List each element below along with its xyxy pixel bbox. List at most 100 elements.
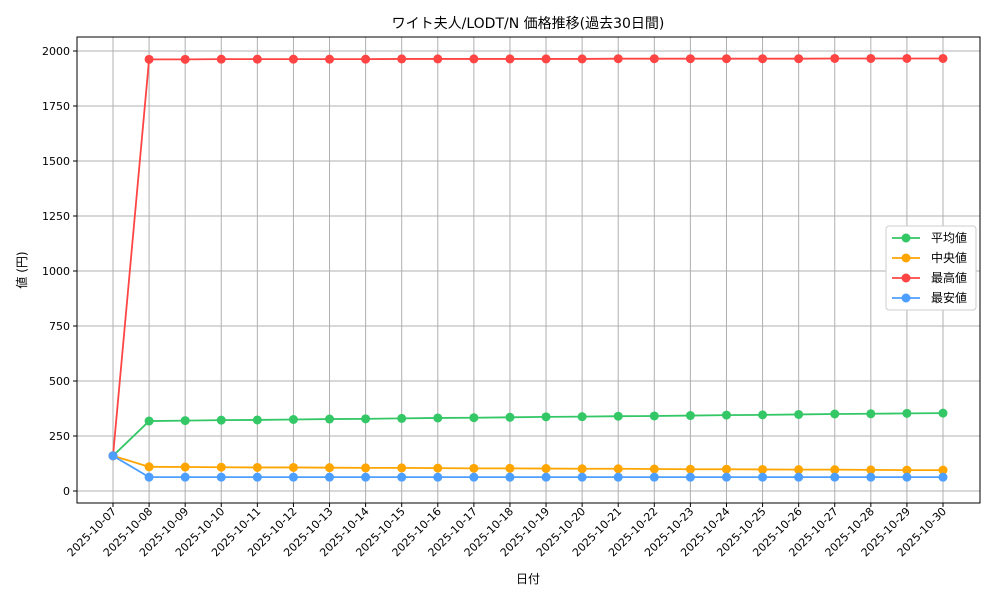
data-point xyxy=(180,416,190,426)
data-point xyxy=(541,54,551,64)
data-point xyxy=(505,54,515,64)
legend-marker xyxy=(901,273,911,283)
data-point xyxy=(144,416,154,426)
y-tick-label: 0 xyxy=(63,485,70,498)
data-point xyxy=(288,415,298,424)
data-point xyxy=(505,463,515,473)
data-point xyxy=(577,54,587,64)
data-point xyxy=(577,412,587,422)
data-point xyxy=(361,414,371,424)
series-line xyxy=(112,454,943,472)
legend-label: 平均値 xyxy=(931,230,967,245)
data-point xyxy=(613,54,623,64)
y-tick-label: 750 xyxy=(49,320,70,333)
data-point xyxy=(758,472,768,482)
data-point xyxy=(433,54,443,64)
data-point xyxy=(649,411,659,421)
data-point xyxy=(361,54,371,64)
data-point xyxy=(794,54,804,64)
data-point xyxy=(541,464,551,474)
data-point xyxy=(252,415,262,425)
series-最安値 xyxy=(108,451,948,482)
data-point xyxy=(577,464,587,474)
data-point xyxy=(252,54,262,64)
data-point xyxy=(216,415,226,425)
data-point xyxy=(902,408,912,418)
data-point xyxy=(505,472,515,482)
data-point xyxy=(216,54,226,64)
series-line xyxy=(112,412,944,457)
series-line xyxy=(112,455,943,479)
data-point xyxy=(866,53,876,63)
data-point xyxy=(938,53,948,63)
data-point xyxy=(288,54,298,64)
data-point xyxy=(361,472,371,482)
data-point xyxy=(721,472,731,482)
y-tick-label: 1250 xyxy=(42,210,70,223)
series-最高値 xyxy=(108,53,948,461)
data-point xyxy=(830,465,840,475)
series-line xyxy=(112,57,943,456)
data-point xyxy=(288,472,298,482)
data-point xyxy=(469,472,479,482)
data-point xyxy=(685,54,695,64)
y-axis-label: 値 (円) xyxy=(14,251,29,288)
series-中央値 xyxy=(108,451,948,475)
data-point xyxy=(108,451,118,461)
data-point xyxy=(252,462,262,472)
data-point xyxy=(288,462,298,472)
data-point xyxy=(180,54,190,64)
legend-marker xyxy=(901,253,911,263)
data-point xyxy=(866,409,876,419)
data-point xyxy=(613,472,623,482)
data-point xyxy=(649,472,659,482)
data-point xyxy=(397,54,407,64)
data-point xyxy=(830,409,840,419)
data-point xyxy=(541,472,551,482)
data-point xyxy=(758,54,768,64)
data-point xyxy=(252,472,262,482)
legend-label: 最高値 xyxy=(931,270,967,285)
data-point xyxy=(758,410,768,420)
legend-label: 中央値 xyxy=(931,250,967,265)
data-point xyxy=(866,472,876,482)
data-point xyxy=(902,465,912,475)
legend-label: 最安値 xyxy=(931,290,967,305)
data-point xyxy=(938,408,948,418)
data-point xyxy=(397,413,407,423)
data-point xyxy=(469,413,479,423)
y-tick-label: 2000 xyxy=(42,45,70,58)
y-tick-label: 1750 xyxy=(42,100,70,113)
data-point xyxy=(325,54,335,64)
plot-frame xyxy=(76,36,981,504)
data-point xyxy=(613,411,623,421)
y-tick-label: 250 xyxy=(49,430,70,443)
data-point xyxy=(433,472,443,482)
legend-marker xyxy=(901,233,911,243)
x-axis-label: 日付 xyxy=(516,572,540,586)
data-point xyxy=(938,472,948,482)
data-point xyxy=(216,462,226,472)
data-point xyxy=(469,463,479,473)
data-point xyxy=(541,412,551,422)
data-point xyxy=(613,464,623,474)
data-point xyxy=(721,410,731,420)
data-point xyxy=(505,412,515,422)
y-tick-label: 1500 xyxy=(42,155,70,168)
data-point xyxy=(144,462,154,472)
data-point xyxy=(794,465,804,475)
data-point xyxy=(216,472,226,482)
data-point xyxy=(649,464,659,474)
data-point xyxy=(685,464,695,474)
legend-box xyxy=(885,225,977,311)
series-平均値 xyxy=(108,408,948,461)
data-point xyxy=(794,409,804,419)
legend-marker xyxy=(901,293,911,303)
data-point xyxy=(433,413,443,423)
data-point xyxy=(938,465,948,475)
data-point xyxy=(902,472,912,482)
data-point xyxy=(397,463,407,473)
data-point xyxy=(469,54,479,64)
